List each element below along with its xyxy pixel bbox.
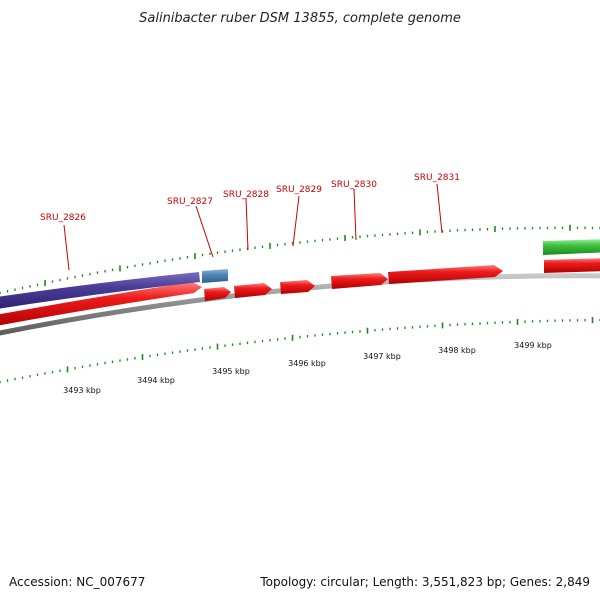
gene-feature-sru-2826[interactable]	[0, 272, 200, 310]
scale-label: 3495 kbp	[212, 367, 250, 376]
gene-label-sru-2831[interactable]: SRU_2831	[414, 173, 460, 183]
genome-summary-text: Topology: circular; Length: 3,551,823 bp…	[259, 575, 590, 589]
scale-label: 3493 kbp	[63, 386, 101, 395]
gene-feature-green[interactable]	[543, 239, 600, 255]
label-leader-line	[292, 195, 300, 247]
label-leader-line	[353, 188, 357, 241]
lower-tick-ring	[0, 317, 600, 384]
cds-arrow[interactable]	[0, 282, 202, 327]
genome-title: Salinibacter ruber DSM 13855, complete g…	[139, 11, 461, 26]
cds-arrow[interactable]	[234, 283, 272, 298]
scale-label: 3497 kbp	[363, 352, 401, 361]
label-leader-line	[436, 183, 443, 234]
label-leader-line	[245, 197, 249, 251]
gene-feature-sru-2827[interactable]	[202, 269, 228, 283]
label-leader-line	[195, 205, 214, 258]
scale-label: 3499 kbp	[514, 341, 552, 350]
upper-tick-ring	[0, 224, 600, 295]
cds-arrow[interactable]	[331, 273, 388, 289]
cds-arrow[interactable]	[204, 287, 231, 301]
label-leader-line	[63, 224, 70, 271]
accession-text: Accession: NC_007677	[9, 575, 145, 589]
gene-label-sru-2829[interactable]: SRU_2829	[276, 185, 322, 195]
scale-label: 3498 kbp	[438, 346, 476, 355]
gene-label-sru-2826[interactable]: SRU_2826	[40, 213, 86, 223]
cds-arrow[interactable]	[388, 265, 503, 284]
scale-label: 3496 kbp	[288, 359, 326, 368]
cds-arrow[interactable]	[280, 280, 315, 294]
cds-arrow[interactable]	[544, 258, 600, 273]
gene-label-sru-2830[interactable]: SRU_2830	[331, 180, 377, 190]
gene-label-sru-2827[interactable]: SRU_2827	[167, 197, 213, 207]
scale-label: 3494 kbp	[137, 376, 175, 385]
gene-label-sru-2828[interactable]: SRU_2828	[223, 190, 269, 200]
